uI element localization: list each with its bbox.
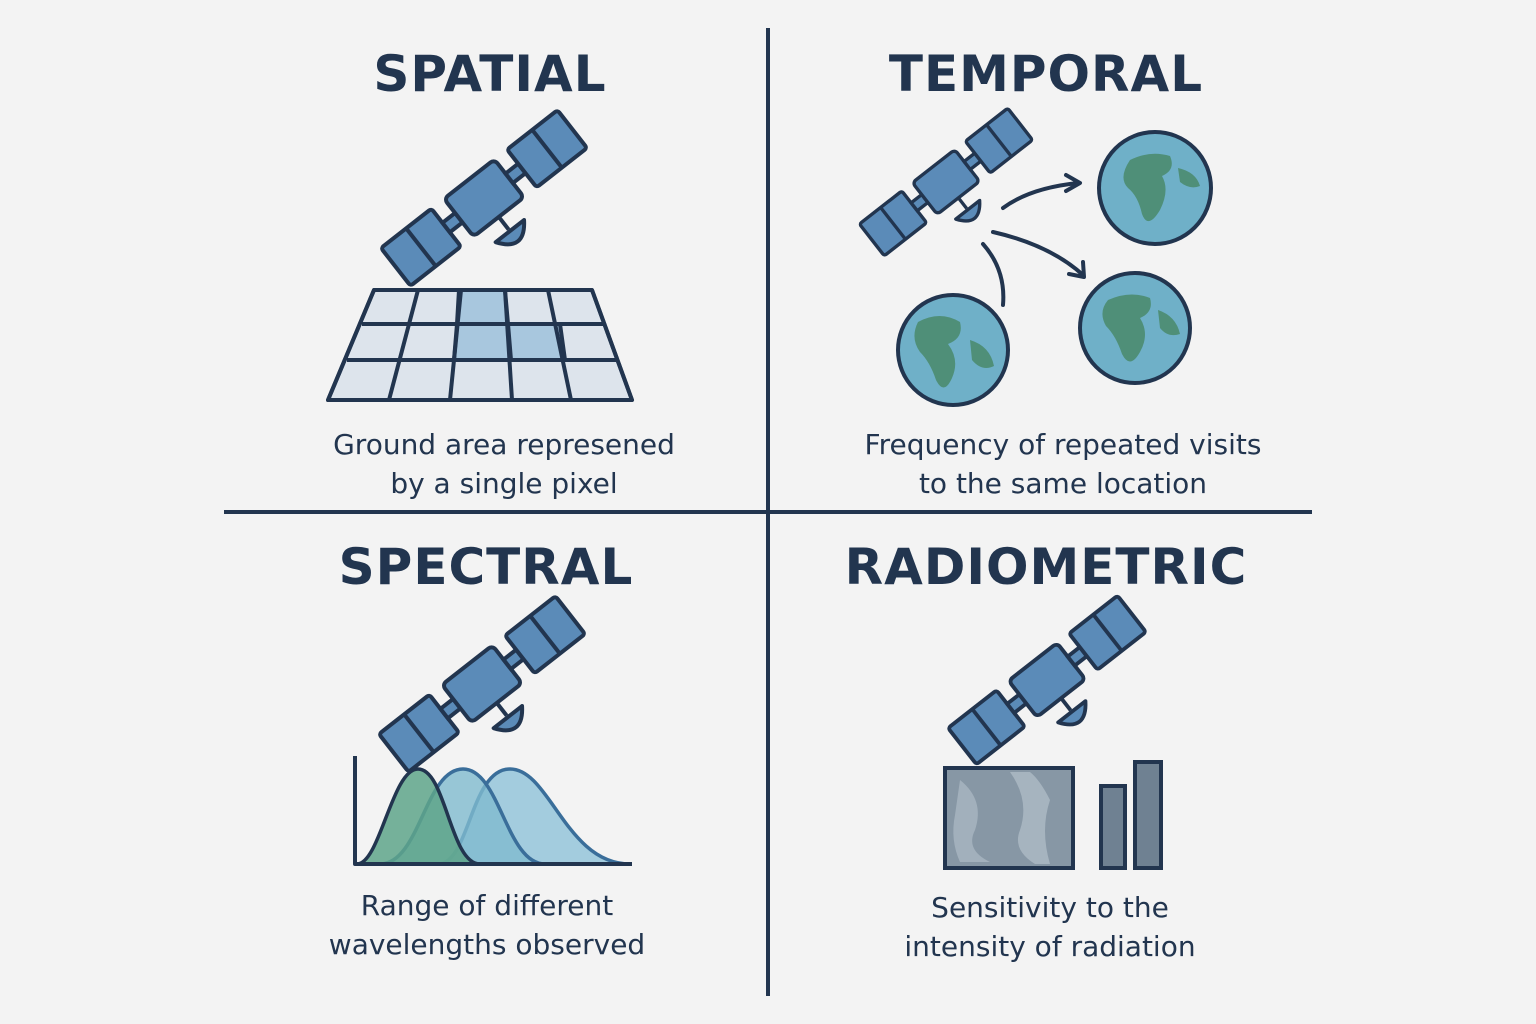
globe-icon-3 (1078, 271, 1192, 385)
radiometric-caption: Sensitivity to the intensity of radiatio… (904, 891, 1196, 963)
temporal-caption: Frequency of repeated visits to the same… (864, 428, 1262, 500)
radiometric-satellite-icon (946, 593, 1167, 790)
temporal-satellite-icon (857, 106, 1051, 279)
intensity-bars-icon (1099, 760, 1163, 870)
radiometric-title: RADIOMETRIC (844, 538, 1248, 596)
spectral-satellite-icon (376, 594, 607, 799)
horizontal-divider (224, 510, 1312, 514)
spatial-title: SPATIAL (373, 45, 607, 103)
orbit-arrows-icon (981, 173, 1086, 307)
globe-icon-2 (896, 293, 1010, 407)
spatial-pixel-grid-icon (326, 288, 634, 402)
spatial-satellite-icon (378, 108, 609, 313)
globe-icon-1 (1097, 130, 1213, 246)
spatial-caption: Ground area represened by a single pixel (333, 428, 675, 500)
spectral-curves-icon (353, 756, 632, 866)
temporal-title: TEMPORAL (888, 45, 1204, 103)
gray-image-icon (943, 766, 1075, 870)
spectral-title: SPECTRAL (338, 538, 634, 596)
spectral-caption: Range of different wavelengths observed (328, 889, 646, 961)
